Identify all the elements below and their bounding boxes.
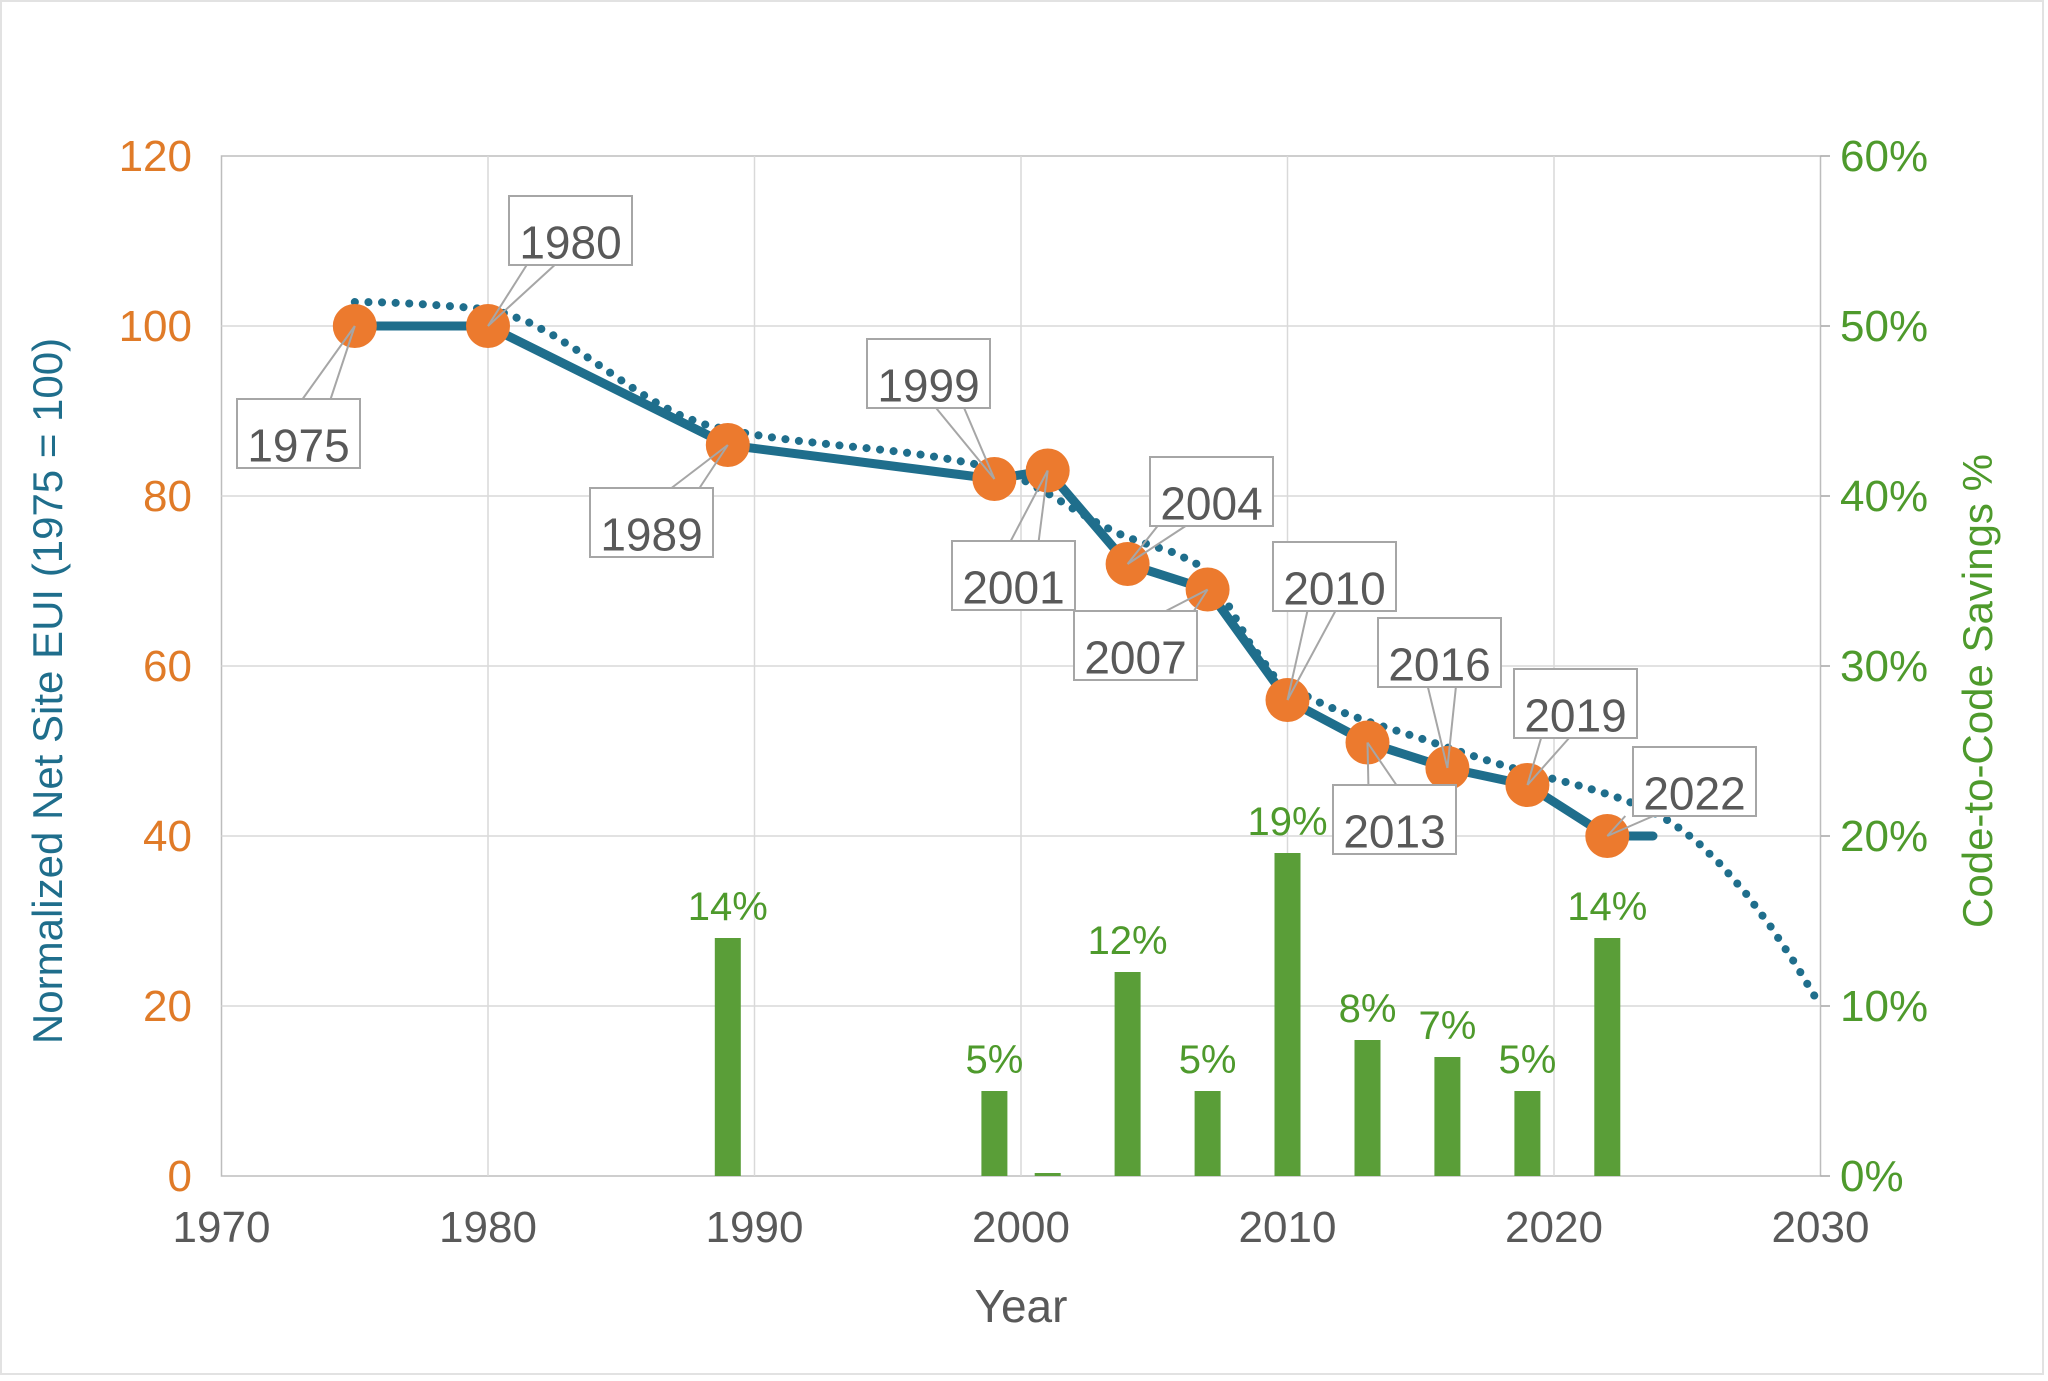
svg-text:2000: 2000 (972, 1203, 1070, 1252)
svg-text:2030: 2030 (1772, 1203, 1870, 1252)
svg-text:19%: 19% (1247, 800, 1327, 844)
svg-text:100: 100 (119, 302, 192, 351)
svg-text:0%: 0% (1840, 1152, 1904, 1201)
svg-text:80: 80 (143, 472, 192, 521)
svg-text:1975: 1975 (247, 420, 349, 472)
svg-text:2022: 2022 (1643, 768, 1745, 820)
svg-text:Year: Year (975, 1280, 1068, 1332)
svg-text:2010: 2010 (1283, 563, 1385, 615)
svg-text:Normalized Net Site EUI (1975: Normalized Net Site EUI (1975 = 100) (24, 338, 71, 1044)
svg-text:2020: 2020 (1505, 1203, 1603, 1252)
svg-text:2019: 2019 (1524, 690, 1626, 742)
svg-text:2001: 2001 (962, 562, 1064, 614)
svg-text:20%: 20% (1840, 812, 1928, 861)
svg-text:8%: 8% (1339, 987, 1397, 1031)
svg-text:1980: 1980 (519, 217, 621, 269)
svg-text:1999: 1999 (877, 360, 979, 412)
svg-text:1970: 1970 (173, 1203, 271, 1252)
svg-text:40: 40 (143, 812, 192, 861)
svg-text:120: 120 (119, 132, 192, 181)
svg-text:5%: 5% (1179, 1038, 1237, 1082)
svg-text:14%: 14% (688, 885, 768, 929)
svg-text:5%: 5% (965, 1038, 1023, 1082)
svg-text:50%: 50% (1840, 302, 1928, 351)
svg-text:2010: 2010 (1239, 1203, 1337, 1252)
svg-text:7%: 7% (1418, 1004, 1476, 1048)
svg-text:5%: 5% (1498, 1038, 1556, 1082)
svg-text:60%: 60% (1840, 132, 1928, 181)
svg-text:12%: 12% (1088, 919, 1168, 963)
svg-text:Code-to-Code Savings %: Code-to-Code Savings % (1954, 454, 2001, 928)
svg-text:1980: 1980 (439, 1203, 537, 1252)
svg-text:20: 20 (143, 982, 192, 1031)
svg-text:2013: 2013 (1343, 806, 1445, 858)
svg-text:1990: 1990 (706, 1203, 804, 1252)
svg-text:1989: 1989 (600, 509, 702, 561)
svg-text:2016: 2016 (1388, 639, 1490, 691)
svg-text:14%: 14% (1567, 885, 1647, 929)
svg-text:10%: 10% (1840, 982, 1928, 1031)
svg-text:60: 60 (143, 642, 192, 691)
svg-text:2007: 2007 (1084, 632, 1186, 684)
svg-text:40%: 40% (1840, 472, 1928, 521)
svg-text:2004: 2004 (1160, 478, 1262, 530)
svg-text:30%: 30% (1840, 642, 1928, 691)
svg-text:0: 0 (168, 1152, 192, 1201)
